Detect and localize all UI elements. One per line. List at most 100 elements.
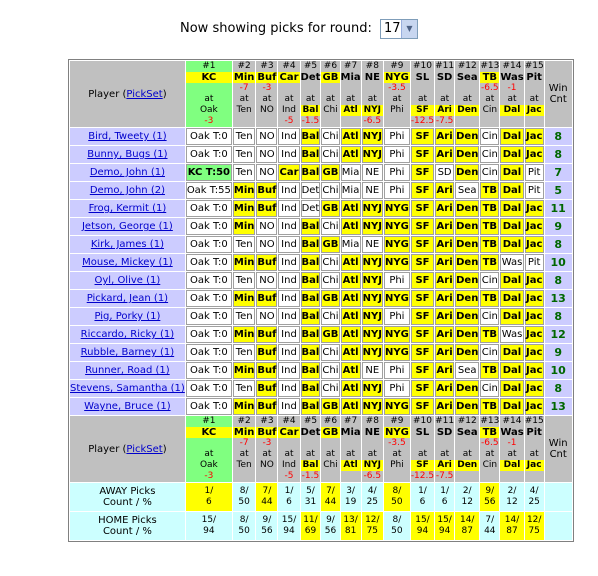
player-link[interactable]: Jetson, George (1) bbox=[81, 221, 173, 232]
game-home-spread: -3 bbox=[204, 471, 214, 481]
pick-cell: TB bbox=[480, 182, 500, 199]
round-select[interactable]: 17 ▼ bbox=[380, 19, 418, 39]
stat-cell: 8/50 bbox=[232, 512, 256, 540]
player-link[interactable]: Stevens, Samantha (1) bbox=[70, 383, 185, 394]
game-home-spread bbox=[256, 116, 277, 127]
game-home-team: Oak bbox=[199, 105, 218, 115]
pick-cell: Den bbox=[455, 344, 480, 361]
player-link[interactable]: Mouse, Mickey (1) bbox=[82, 257, 173, 268]
player-link[interactable]: Pickard, Jean (1) bbox=[86, 293, 169, 304]
player-link[interactable]: Pig, Porky (1) bbox=[94, 311, 161, 322]
pick-cell: Oak T:0 bbox=[185, 398, 232, 415]
win-count: 7 bbox=[544, 164, 572, 181]
pick-cell: Den bbox=[455, 236, 480, 253]
player-link[interactable]: Runner, Road (1) bbox=[85, 365, 170, 376]
player-name-cell: Wayne, Bruce (1) bbox=[70, 398, 185, 415]
home-subtitle: Count / % bbox=[102, 526, 152, 537]
pick-cell: TB bbox=[480, 398, 500, 415]
home-stats-row: HOME Picks Count / % 15/94 8/50 9/56 15/94 11/… bbox=[70, 512, 572, 540]
pick-cell: Min bbox=[232, 362, 256, 379]
game-home-spread bbox=[525, 471, 544, 482]
player-link[interactable]: Wayne, Bruce (1) bbox=[84, 401, 171, 412]
pick-cell: TB bbox=[480, 290, 500, 307]
away-subtitle: Count / % bbox=[102, 497, 152, 508]
game-header: #14 Was -1 at Dal bbox=[500, 416, 524, 482]
win-count: 8 bbox=[544, 380, 572, 397]
stat-cell: 1/6 bbox=[435, 483, 455, 511]
player-link[interactable]: Demo, John (2) bbox=[89, 185, 165, 196]
stat-cell: 7/44 bbox=[256, 483, 278, 511]
game-away-team: Was bbox=[500, 427, 524, 438]
pick-cell: Oak T:0 bbox=[185, 290, 232, 307]
chevron-down-icon[interactable]: ▼ bbox=[401, 20, 417, 38]
win-count: 11 bbox=[544, 200, 572, 217]
game-away-team: GB bbox=[321, 72, 340, 83]
pick-cell: Min bbox=[232, 200, 256, 217]
pick-cell: Min bbox=[232, 326, 256, 343]
player-name-cell: Demo, John (2) bbox=[70, 182, 185, 199]
game-home-team: Phi bbox=[390, 460, 404, 470]
player-link[interactable]: Frog, Kermit (1) bbox=[88, 203, 167, 214]
player-link[interactable]: Bunny, Bugs (1) bbox=[87, 149, 168, 160]
home-label: HOME Picks Count / % bbox=[70, 512, 185, 540]
game-home-spread bbox=[455, 471, 479, 482]
player-link[interactable]: Oyl, Olive (1) bbox=[94, 275, 161, 286]
game-home-spread bbox=[341, 116, 361, 127]
pick-cell: Min bbox=[232, 182, 256, 199]
games-header-row-bottom: Player (PickSet) #1 KC at Oak -3 #2 Min -7 at Ten… bbox=[70, 416, 572, 482]
pick-cell: Was bbox=[500, 326, 524, 343]
game-header: #1 KC at Oak -3 bbox=[185, 61, 232, 127]
stat-count: 8/ bbox=[239, 486, 249, 496]
pickset-link[interactable]: PickSet bbox=[126, 443, 163, 455]
pickset-link[interactable]: PickSet bbox=[126, 88, 163, 100]
game-number: #1 bbox=[202, 416, 216, 426]
player-name-cell: Bunny, Bugs (1) bbox=[70, 146, 185, 163]
pick-cell: Ind bbox=[278, 398, 300, 415]
pick-cell: Ten bbox=[232, 146, 256, 163]
pick-cell: Jac bbox=[524, 218, 544, 235]
player-link[interactable]: Kirk, James (1) bbox=[90, 239, 164, 250]
pick-cell: Dal bbox=[500, 362, 524, 379]
player-link[interactable]: Rubble, Barney (1) bbox=[80, 347, 175, 358]
win-label: Win bbox=[548, 438, 568, 449]
pick-cell: Jac bbox=[524, 326, 544, 343]
pick-cell: Atl bbox=[340, 362, 361, 379]
stat-cell: 8/50 bbox=[383, 512, 410, 540]
pick-cell: Oak T:0 bbox=[185, 308, 232, 325]
pick-cell: Ind bbox=[278, 236, 300, 253]
game-number: #5 bbox=[303, 416, 318, 426]
pick-cell: Bal bbox=[300, 308, 321, 325]
player-name-cell: Mouse, Mickey (1) bbox=[70, 254, 185, 271]
game-header: #6 GB at Chi bbox=[321, 416, 340, 482]
player-row: Stevens, Samantha (1) Oak T:0 Ten Buf Ind Bal… bbox=[70, 380, 572, 397]
game-away-spread bbox=[362, 438, 383, 449]
game-number: #10 bbox=[412, 416, 432, 426]
game-at: at bbox=[485, 449, 495, 459]
pick-cell: Bal bbox=[300, 290, 321, 307]
stat-count: 7/ bbox=[262, 486, 272, 496]
stat-count: 1/ bbox=[440, 486, 449, 496]
game-home-spread bbox=[480, 471, 499, 482]
player-row: Bunny, Bugs (1) Oak T:0 Ten NO Ind Bal Chi Atl N… bbox=[70, 146, 572, 163]
pick-cell: Ten bbox=[232, 128, 256, 145]
stat-count: 1/ bbox=[284, 486, 294, 496]
game-home-spread bbox=[384, 471, 410, 482]
pick-cell: SF bbox=[410, 236, 435, 253]
game-at: at bbox=[440, 449, 450, 459]
game-home-spread bbox=[341, 471, 361, 482]
player-link[interactable]: Demo, John (1) bbox=[89, 167, 165, 178]
stat-pct: 25 bbox=[366, 497, 379, 507]
game-home-spread bbox=[321, 471, 339, 482]
pick-cell: Buf bbox=[256, 398, 278, 415]
pick-cell: Ten bbox=[232, 236, 256, 253]
player-link[interactable]: Riccardo, Ricky (1) bbox=[80, 329, 175, 340]
pick-cell: NO bbox=[256, 272, 278, 289]
pick-cell: NE bbox=[361, 362, 383, 379]
game-at: at bbox=[440, 94, 450, 104]
player-link[interactable]: Bird, Tweety (1) bbox=[88, 131, 167, 142]
win-count: 8 bbox=[544, 308, 572, 325]
game-at: at bbox=[204, 94, 214, 104]
pick-cell: Oak T:0 bbox=[185, 272, 232, 289]
game-home-team: Cin bbox=[482, 460, 498, 470]
game-home-spread bbox=[233, 116, 256, 127]
